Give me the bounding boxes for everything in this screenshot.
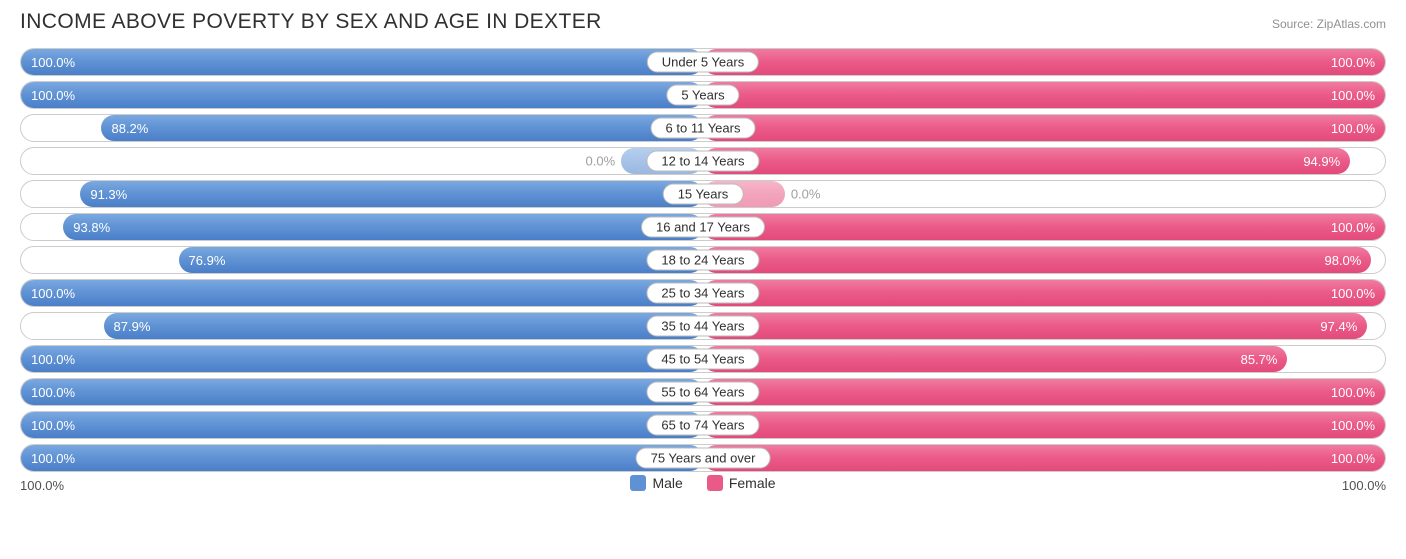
age-label: 55 to 64 Years (646, 382, 759, 403)
female-value: 100.0% (1331, 451, 1375, 466)
male-bar: 100.0% (21, 49, 703, 75)
male-value: 100.0% (31, 55, 75, 70)
female-bar: 100.0% (703, 280, 1385, 306)
chart-row: 100.0% 100.0% 5 Years (20, 81, 1386, 109)
male-value: 88.2% (111, 121, 148, 136)
male-bar: 100.0% (21, 445, 703, 471)
age-label: 35 to 44 Years (646, 316, 759, 337)
male-bar: 100.0% (21, 280, 703, 306)
female-bar: 100.0% (703, 49, 1385, 75)
female-value: 0.0% (791, 187, 821, 202)
chart-row: 100.0% 100.0% 25 to 34 Years (20, 279, 1386, 307)
male-bar: 100.0% (21, 82, 703, 108)
male-swatch (630, 475, 646, 491)
male-value: 76.9% (189, 253, 226, 268)
chart-row: 76.9% 98.0% 18 to 24 Years (20, 246, 1386, 274)
female-bar: 100.0% (703, 115, 1385, 141)
chart-row: 93.8% 100.0% 16 and 17 Years (20, 213, 1386, 241)
legend-male-label: Male (652, 475, 682, 491)
age-label: 45 to 54 Years (646, 349, 759, 370)
age-label: 16 and 17 Years (641, 217, 765, 238)
female-bar: 100.0% (703, 412, 1385, 438)
male-value: 100.0% (31, 385, 75, 400)
male-bar: 87.9% (104, 313, 703, 339)
female-bar: 98.0% (703, 247, 1371, 273)
male-bar: 88.2% (101, 115, 703, 141)
legend-female: Female (707, 475, 776, 491)
male-value: 93.8% (73, 220, 110, 235)
male-bar: 76.9% (179, 247, 703, 273)
female-value: 100.0% (1331, 220, 1375, 235)
male-bar: 100.0% (21, 346, 703, 372)
female-value: 100.0% (1331, 418, 1375, 433)
chart-row: 100.0% 100.0% 55 to 64 Years (20, 378, 1386, 406)
female-bar: 97.4% (703, 313, 1367, 339)
age-label: 6 to 11 Years (651, 118, 756, 139)
age-label: 5 Years (666, 85, 739, 106)
legend-female-label: Female (729, 475, 776, 491)
female-bar: 100.0% (703, 445, 1385, 471)
age-label: 18 to 24 Years (646, 250, 759, 271)
male-bar: 93.8% (63, 214, 703, 240)
female-value: 100.0% (1331, 121, 1375, 136)
chart-row: 100.0% 85.7% 45 to 54 Years (20, 345, 1386, 373)
legend-male: Male (630, 475, 682, 491)
male-value: 100.0% (31, 418, 75, 433)
female-bar: 85.7% (703, 346, 1287, 372)
female-value: 100.0% (1331, 385, 1375, 400)
female-swatch (707, 475, 723, 491)
age-label: 12 to 14 Years (646, 151, 759, 172)
chart-row: 88.2% 100.0% 6 to 11 Years (20, 114, 1386, 142)
legend: Male Female (20, 475, 1386, 491)
male-value: 0.0% (586, 154, 616, 169)
female-value: 98.0% (1324, 253, 1361, 268)
male-value: 100.0% (31, 451, 75, 466)
female-bar: 100.0% (703, 82, 1385, 108)
chart-title: INCOME ABOVE POVERTY BY SEX AND AGE IN D… (20, 10, 602, 34)
age-label: 65 to 74 Years (646, 415, 759, 436)
female-bar: 100.0% (703, 379, 1385, 405)
age-label: 25 to 34 Years (646, 283, 759, 304)
chart-row: 87.9% 97.4% 35 to 44 Years (20, 312, 1386, 340)
age-label: 75 Years and over (636, 448, 771, 469)
axis-right-label: 100.0% (1342, 478, 1386, 493)
female-value: 100.0% (1331, 88, 1375, 103)
female-value: 94.9% (1303, 154, 1340, 169)
axis-left-label: 100.0% (20, 478, 64, 493)
female-value: 97.4% (1320, 319, 1357, 334)
age-label: 15 Years (663, 184, 744, 205)
chart-row: 100.0% 100.0% 65 to 74 Years (20, 411, 1386, 439)
chart-row: 91.3% 0.0% 15 Years (20, 180, 1386, 208)
age-label: Under 5 Years (647, 52, 759, 73)
diverging-bar-chart: 100.0% 100.0% Under 5 Years 100.0% 100.0% 5 Y… (20, 48, 1386, 472)
female-bar: 94.9% (703, 148, 1350, 174)
female-bar: 100.0% (703, 214, 1385, 240)
chart-row: 100.0% 100.0% 75 Years and over (20, 444, 1386, 472)
chart-row: 100.0% 100.0% Under 5 Years (20, 48, 1386, 76)
chart-row: 0.0% 94.9% 12 to 14 Years (20, 147, 1386, 175)
female-value: 100.0% (1331, 286, 1375, 301)
female-value: 85.7% (1241, 352, 1278, 367)
male-value: 91.3% (90, 187, 127, 202)
male-value: 100.0% (31, 352, 75, 367)
male-value: 100.0% (31, 88, 75, 103)
male-bar: 100.0% (21, 412, 703, 438)
female-value: 100.0% (1331, 55, 1375, 70)
male-value: 100.0% (31, 286, 75, 301)
male-bar: 100.0% (21, 379, 703, 405)
source-credit: Source: ZipAtlas.com (1272, 17, 1386, 31)
male-bar: 91.3% (80, 181, 703, 207)
male-value: 87.9% (114, 319, 151, 334)
